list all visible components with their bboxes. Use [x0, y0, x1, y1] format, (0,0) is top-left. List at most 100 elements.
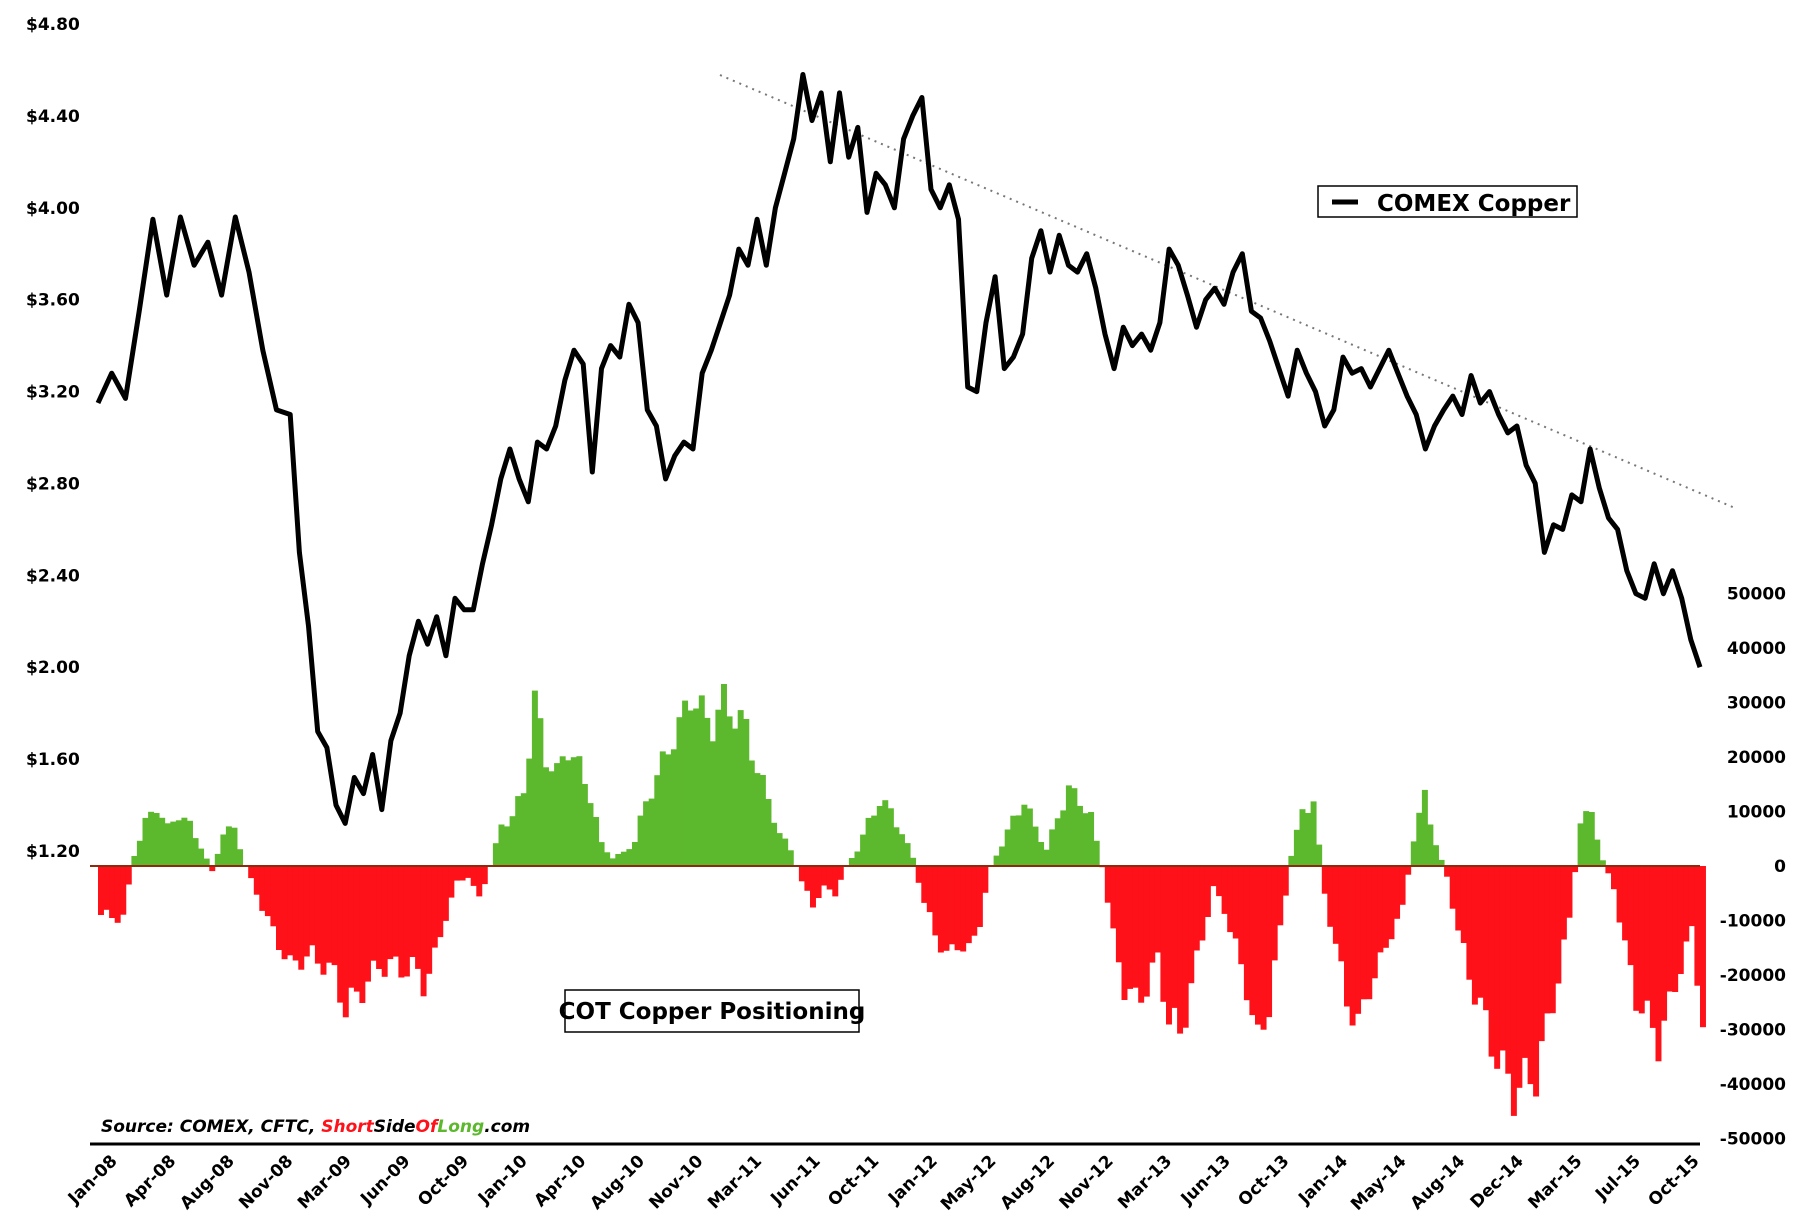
cot-bar — [1021, 804, 1028, 866]
cot-bar — [782, 838, 789, 866]
cot-bar — [787, 850, 794, 866]
cot-bar — [776, 833, 783, 866]
right-tick-label: 10000 — [1727, 803, 1786, 823]
cot-bar — [1327, 866, 1334, 927]
cot-bar — [1466, 866, 1473, 980]
cot-bar — [932, 866, 939, 936]
x-tick-label: Aug-08 — [176, 1151, 238, 1213]
x-tick-label: Aug-12 — [997, 1151, 1059, 1213]
cot-bar — [1238, 866, 1245, 965]
cot-bar — [209, 866, 216, 872]
cot-bar — [465, 866, 472, 878]
x-tick-label: Nov-12 — [1056, 1151, 1118, 1213]
cot-bar — [515, 796, 522, 866]
left-tick-label: $4.00 — [26, 199, 80, 219]
cot-bar — [1371, 866, 1378, 979]
right-tick-label: -20000 — [1720, 966, 1786, 986]
cot-bar — [1399, 866, 1406, 905]
cot-bar — [259, 866, 266, 911]
cot-bar — [1677, 866, 1684, 974]
cot-bar — [1121, 866, 1128, 1000]
cot-bar — [353, 866, 360, 992]
cot-bar — [131, 856, 138, 866]
cot-bar — [887, 808, 894, 866]
cot-bar — [509, 816, 516, 866]
cot-bar — [670, 749, 677, 866]
cot-bar — [1282, 866, 1289, 896]
left-tick-label: $1.20 — [26, 842, 80, 862]
cot-bar — [170, 821, 177, 866]
cot-bar — [1666, 866, 1673, 992]
cot-bar — [253, 866, 260, 895]
cot-bar — [1338, 866, 1345, 962]
cot-bar — [1249, 866, 1256, 1016]
cot-bar — [1260, 866, 1267, 1030]
cot-bar — [292, 866, 299, 961]
cot-bar — [476, 866, 483, 897]
left-axis-ticks: $4.80 $4.40 $4.00 $3.60 $3.20 $2.80 $2.40 $2.00… — [26, 15, 80, 862]
cot-bar — [1549, 866, 1556, 1014]
cot-bar — [548, 771, 555, 866]
cot-bar — [331, 866, 338, 966]
cot-bar — [982, 866, 989, 893]
cot-bar — [1488, 866, 1495, 1057]
cot-bar — [1672, 866, 1679, 992]
source-suffix: .com — [484, 1117, 530, 1137]
cot-bar — [626, 849, 633, 866]
cot-bar — [1310, 801, 1317, 866]
cot-bar — [1572, 866, 1579, 873]
x-tick-label: May-14 — [1347, 1151, 1411, 1215]
cot-bar — [1182, 866, 1189, 1028]
cot-bar — [1143, 866, 1150, 997]
cot-bar — [837, 866, 844, 880]
cot-bar — [387, 866, 394, 960]
cot-bar — [420, 866, 427, 997]
cot-bar — [565, 760, 572, 866]
cot-bar — [1232, 866, 1239, 939]
cot-bar — [1004, 829, 1011, 866]
cot-bar — [1071, 788, 1078, 866]
cot-bar — [698, 695, 705, 866]
cot-bar — [1655, 866, 1662, 1062]
x-tick-label: Aug-14 — [1407, 1151, 1469, 1213]
cot-bar — [1583, 811, 1590, 866]
cot-bar — [976, 866, 983, 927]
cot-bar — [504, 826, 511, 866]
cot-bar — [1210, 866, 1217, 887]
left-tick-label: $3.20 — [26, 383, 80, 403]
cot-bar — [1243, 866, 1250, 1001]
cot-bar — [492, 843, 499, 866]
source-text: Source: COMEX, CFTC, ShortSideOfLong.com — [101, 1117, 530, 1137]
cot-bar — [537, 718, 544, 866]
cot-bar — [498, 824, 505, 866]
cot-bar — [615, 854, 622, 866]
cot-bar — [1171, 866, 1178, 1008]
cot-bar — [1510, 866, 1517, 1116]
cot-bar — [1271, 866, 1278, 961]
right-tick-label: 50000 — [1727, 585, 1786, 605]
cot-bar — [604, 852, 611, 866]
cot-bar — [1382, 866, 1389, 948]
cot-bar — [771, 822, 778, 866]
cot-bar — [759, 775, 766, 866]
cot-bar — [860, 834, 867, 866]
cot-bar — [570, 757, 577, 866]
left-tick-label: $1.60 — [26, 750, 80, 770]
cot-bar — [348, 866, 355, 988]
cot-bar — [704, 717, 711, 866]
right-axis-ticks: 50000 40000 30000 20000 10000 0 -10000 -20000 -3… — [1720, 585, 1786, 1150]
cot-bar — [192, 838, 199, 866]
cot-bar — [732, 728, 739, 866]
cot-bar — [1227, 866, 1234, 933]
cot-bar — [821, 866, 828, 886]
cot-bar — [1043, 849, 1050, 866]
cot-bar — [426, 866, 433, 974]
cot-bar — [1266, 866, 1273, 1018]
cot-bar — [231, 827, 238, 866]
cot-bar — [1460, 866, 1467, 943]
comex-copper-line — [95, 72, 1703, 826]
cot-bar — [926, 866, 933, 913]
cot-bar — [1516, 866, 1523, 1088]
cot-bar — [1221, 866, 1228, 914]
cot-bar — [1010, 815, 1017, 866]
